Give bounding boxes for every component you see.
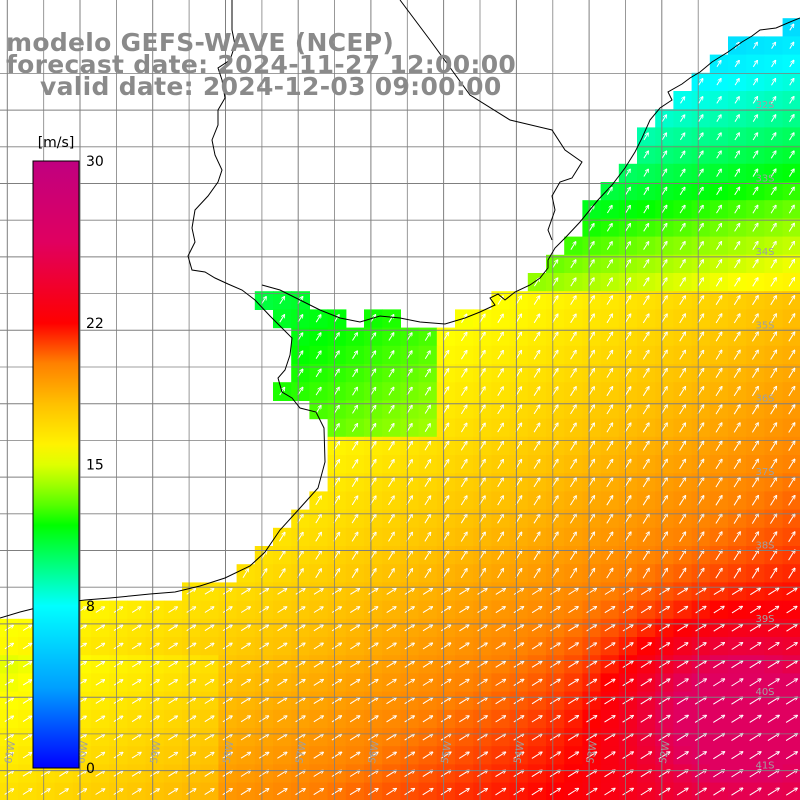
latitude-label: 40S xyxy=(755,687,774,698)
latitude-label: 36S xyxy=(755,394,774,405)
wind-speed-cell xyxy=(782,782,800,800)
latitude-label: 32S xyxy=(755,100,774,111)
latitude-label: 38S xyxy=(755,541,774,552)
legend-tick-label: 30 xyxy=(86,154,104,170)
latitude-label: 37S xyxy=(755,467,774,478)
latitude-label: 33S xyxy=(755,174,774,185)
latitude-label: 39S xyxy=(755,614,774,625)
legend-tick-label: 8 xyxy=(86,599,95,615)
legend-tick-label: 0 xyxy=(86,761,95,777)
legend-tick-label: 22 xyxy=(86,316,104,332)
latitude-label: 34S xyxy=(755,247,774,258)
colorbar-gradient xyxy=(32,160,80,769)
legend-units-label: [m/s] xyxy=(38,135,75,151)
latitude-label: 35S xyxy=(755,320,774,331)
legend-tick-label: 15 xyxy=(86,458,104,474)
valid-date: valid date: 2024-12-03 09:00:00 xyxy=(40,72,502,101)
latitude-label: 41S xyxy=(755,761,774,772)
wind-speed-field xyxy=(0,18,800,800)
